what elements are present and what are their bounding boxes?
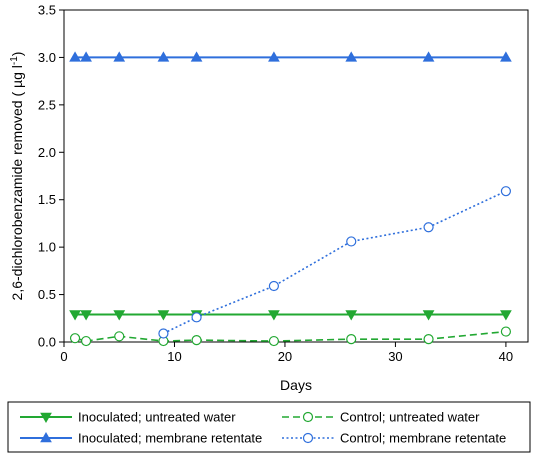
series-4-point (500, 186, 512, 197)
y-tick-label: 3.5 (38, 3, 56, 18)
legend-box (7, 401, 531, 453)
series-4-point (268, 280, 280, 292)
plot-frame (63, 9, 529, 343)
x-tick-label: 30 (388, 349, 402, 364)
legend-label: Control; membrane retentate (340, 431, 506, 446)
y-tick-label: 0.5 (38, 287, 56, 302)
series-2-point (69, 51, 81, 62)
y-axis-title-close: ) (9, 52, 25, 57)
y-tick-label: 0.0 (38, 335, 56, 350)
series-3-point (69, 333, 81, 344)
y-tick-label: 3.0 (38, 50, 56, 65)
series-4-point (158, 328, 169, 339)
y-tick-label: 2.5 (38, 97, 56, 112)
legend-entry-4: Control; membrane retentate (282, 431, 506, 446)
series-2-point (190, 51, 203, 62)
series-3-point (346, 334, 357, 345)
axes: 0.0 0.5 1.0 1.5 2.0 2.5 3.0 3.5 0 10 20 30 40 (38, 3, 529, 364)
series-3-point (80, 335, 92, 347)
series-4-point (423, 222, 434, 233)
series-1-point (157, 310, 170, 321)
series-2-point (422, 51, 435, 62)
x-tick-label: 20 (278, 349, 292, 364)
legend: Inoculated; untreated water Inoculated; m… (7, 401, 531, 453)
legend-label: Inoculated; membrane retentate (78, 431, 262, 446)
series-2-point (500, 51, 512, 62)
legend-label: Inoculated; untreated water (78, 410, 236, 425)
series-4 (158, 186, 512, 339)
x-tick-label: 40 (499, 349, 513, 364)
series-4-point (191, 312, 202, 323)
legend-marker (40, 412, 52, 424)
series-1-point (422, 310, 435, 321)
y-tick-label: 1.0 (38, 240, 56, 255)
y-tick-label: 2.0 (38, 145, 56, 160)
series-2-point (80, 51, 92, 62)
legend-marker (40, 431, 52, 443)
legend-marker (302, 411, 314, 423)
series-1-point (345, 310, 358, 321)
series-4-line (163, 190, 507, 335)
legend-label: Control; untreated water (340, 410, 480, 425)
series-3 (69, 326, 512, 347)
series-2-point (157, 51, 170, 62)
series-4-point (346, 236, 357, 247)
x-tick-label: 10 (167, 349, 181, 364)
legend-marker (302, 432, 314, 444)
series-1-point (500, 310, 512, 321)
series-3-point (191, 335, 202, 346)
series-3-line (74, 330, 506, 342)
y-tick-label: 1.5 (38, 192, 56, 207)
series-2-point (345, 51, 358, 62)
legend-entry-2: Inoculated; membrane retentate (20, 431, 262, 446)
series-layer (69, 51, 512, 347)
legend-entry-1: Inoculated; untreated water (20, 410, 236, 425)
series-2-point (268, 51, 280, 62)
y-axis-title-main: 2,6-dichlorobenzamide removed ( µg l (9, 65, 25, 300)
series-1-point (80, 310, 92, 321)
axis-text: Days 2,6-dichlorobenzamide removed ( µg … (9, 52, 312, 393)
series-2 (69, 51, 512, 62)
series-1 (69, 310, 512, 321)
legend-entry-3: Control; untreated water (282, 410, 480, 425)
series-1-point (268, 310, 280, 321)
y-axis-title-superscript: -1 (9, 56, 20, 65)
y-axis-title: 2,6-dichlorobenzamide removed ( µg l-1) (9, 52, 25, 301)
x-axis-title: Days (280, 377, 312, 393)
series-1-point (69, 310, 81, 321)
series-3-point (268, 335, 280, 347)
series-3-point (423, 334, 434, 345)
series-1-point (113, 310, 126, 321)
series-3-point (114, 331, 125, 342)
series-3-point (500, 326, 512, 337)
x-tick-label: 0 (60, 349, 67, 364)
series-2-point (113, 51, 126, 62)
